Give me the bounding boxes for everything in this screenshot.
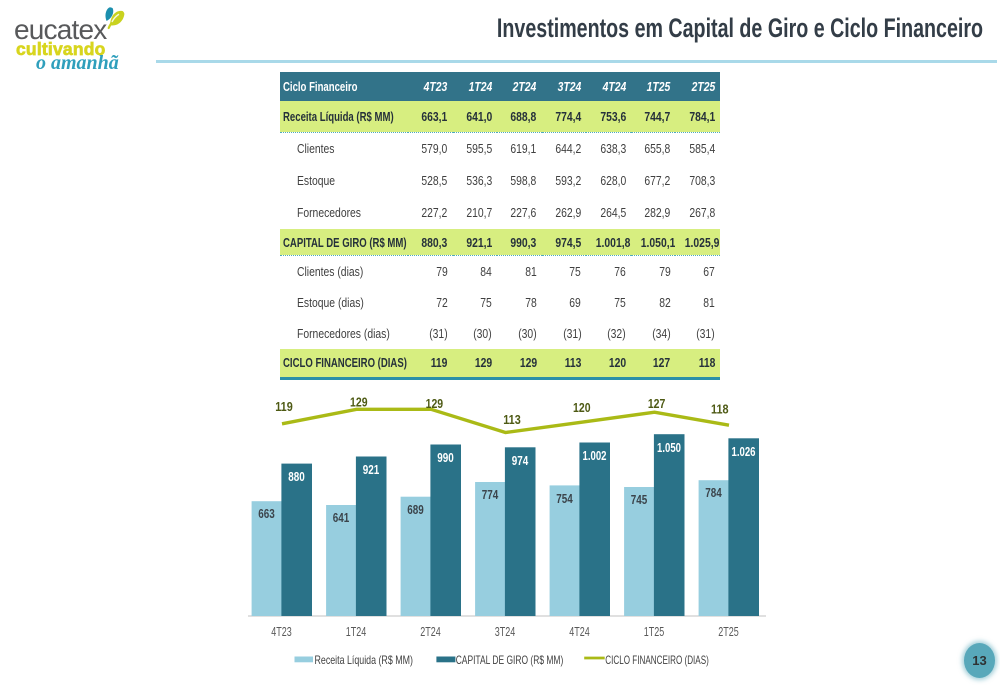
svg-text:119: 119 <box>275 400 293 414</box>
svg-text:774: 774 <box>482 487 499 502</box>
svg-text:2T24: 2T24 <box>420 625 441 639</box>
svg-text:784: 784 <box>705 485 722 500</box>
svg-text:689: 689 <box>407 502 424 517</box>
svg-text:880: 880 <box>288 469 305 484</box>
svg-text:1.002: 1.002 <box>583 448 607 463</box>
svg-text:745: 745 <box>631 492 648 507</box>
svg-text:127: 127 <box>648 397 666 411</box>
svg-text:129: 129 <box>426 397 444 411</box>
svg-text:1.050: 1.050 <box>657 440 681 455</box>
svg-text:921: 921 <box>363 462 380 477</box>
svg-text:4T23: 4T23 <box>271 625 292 639</box>
svg-text:Receita Líquida (R$ MM): Receita Líquida (R$ MM) <box>315 653 413 667</box>
svg-text:1T24: 1T24 <box>346 625 367 639</box>
svg-text:754: 754 <box>556 491 573 506</box>
svg-text:1.026: 1.026 <box>732 444 756 459</box>
svg-text:113: 113 <box>503 413 521 427</box>
svg-text:641: 641 <box>333 510 350 525</box>
svg-text:974: 974 <box>512 453 529 468</box>
svg-text:129: 129 <box>350 396 368 410</box>
svg-text:663: 663 <box>258 506 275 521</box>
svg-text:3T24: 3T24 <box>495 625 516 639</box>
svg-text:2T25: 2T25 <box>718 625 739 639</box>
svg-text:120: 120 <box>573 401 591 415</box>
svg-text:4T24: 4T24 <box>569 625 590 639</box>
svg-text:118: 118 <box>711 403 729 417</box>
svg-text:990: 990 <box>437 450 454 465</box>
svg-text:CAPITAL DE GIRO (R$ MM): CAPITAL DE GIRO (R$ MM) <box>456 653 564 667</box>
svg-text:1T25: 1T25 <box>644 625 665 639</box>
svg-text:CICLO FINANCEIRO (DIAS): CICLO FINANCEIRO (DIAS) <box>605 653 709 667</box>
